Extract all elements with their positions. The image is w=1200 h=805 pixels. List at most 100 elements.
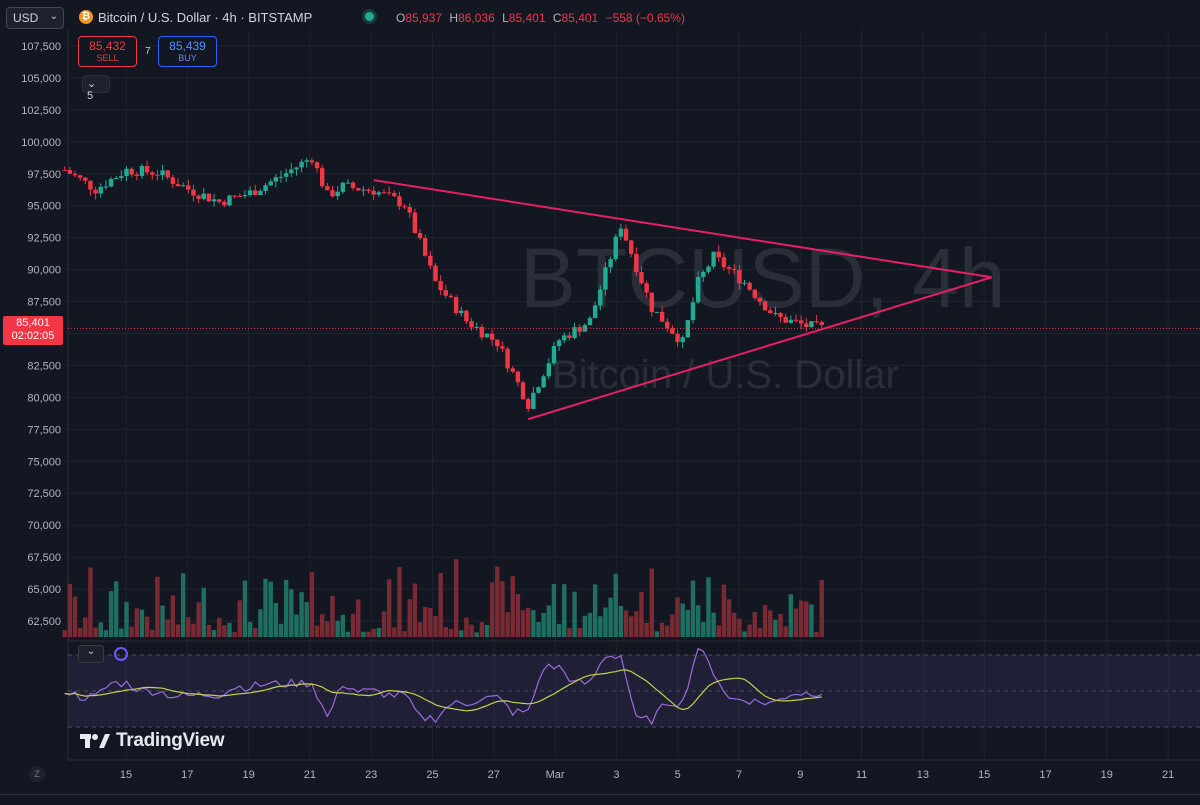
- ohlc-close-value: 85,401: [561, 11, 599, 25]
- watermark-ticker: BTCUSD, 4h: [520, 231, 1005, 325]
- bottom-toolbar: [0, 794, 1200, 805]
- x-tick-label: 19: [242, 769, 254, 781]
- volume-bar: [500, 581, 505, 637]
- candle-body: [423, 238, 428, 256]
- volume-bar: [520, 610, 526, 637]
- x-tick-label: 15: [978, 769, 990, 781]
- candle-body: [361, 189, 366, 191]
- volume-bar: [732, 612, 737, 637]
- candle-body: [386, 192, 392, 194]
- volume-bar: [309, 572, 315, 637]
- volume-bar: [675, 597, 680, 637]
- volume-bar: [809, 604, 814, 637]
- tradingview-mark-icon: [80, 734, 110, 748]
- volume-bar: [428, 608, 433, 637]
- x-tick-label: Mar: [546, 769, 565, 781]
- ohlc-high-value: 86,036: [458, 11, 495, 25]
- candle-body: [402, 206, 407, 208]
- candle-body: [701, 271, 706, 278]
- volume-bar: [72, 596, 78, 637]
- volume-bar: [278, 623, 284, 637]
- candle-body: [345, 182, 351, 184]
- y-tick-label: 102,500: [21, 105, 61, 117]
- ohlc-high-key: H: [449, 11, 459, 25]
- candle-body: [93, 189, 98, 194]
- volume-bar: [752, 612, 757, 637]
- y-tick-label: 100,000: [21, 137, 61, 149]
- candle-body: [392, 192, 397, 197]
- candle-body: [247, 190, 253, 195]
- y-tick-label: 70,000: [27, 520, 61, 532]
- candle-body: [577, 327, 582, 332]
- candle-body: [737, 270, 742, 284]
- candle-body: [500, 346, 505, 349]
- symbol-title[interactable]: Bitcoin / U.S. Dollar · 4h · BITSTAMP: [98, 10, 313, 25]
- candle-body: [732, 268, 737, 271]
- buy-button[interactable]: 85,439 BUY: [158, 36, 217, 67]
- candle-body: [443, 290, 448, 296]
- candle-body: [541, 376, 546, 388]
- ohlc-low-key: L: [502, 11, 509, 25]
- volume-bar: [711, 612, 716, 637]
- candle-body: [618, 228, 624, 237]
- volume-bar: [701, 622, 706, 637]
- volume-bar: [237, 600, 242, 637]
- candle-body: [77, 175, 83, 178]
- candle-body: [644, 283, 649, 293]
- volume-bar: [386, 579, 392, 637]
- indicators-toggle-button[interactable]: ⌄ 5: [82, 75, 110, 102]
- candle-body: [484, 333, 490, 338]
- ohlc-change: −558 (−0.65%): [605, 11, 685, 25]
- volume-bar: [737, 618, 742, 637]
- candle-body: [196, 195, 201, 199]
- x-tick-label: 21: [304, 769, 316, 781]
- volume-bar: [587, 612, 593, 637]
- x-tick-label: 3: [613, 769, 619, 781]
- volume-bar: [706, 577, 711, 637]
- candle-body: [453, 297, 459, 314]
- candle-body: [778, 312, 783, 317]
- y-tick-label: 72,500: [27, 488, 61, 500]
- triangle-trendline-1: [373, 179, 992, 279]
- volume-bar: [366, 631, 371, 637]
- candle-body: [685, 320, 691, 338]
- volume-bar: [541, 612, 546, 637]
- candle-body: [150, 172, 155, 175]
- volume-bar: [448, 628, 454, 637]
- y-tick-label: 92,500: [27, 233, 61, 245]
- y-tick-label: 65,000: [27, 584, 61, 596]
- candle-body: [469, 321, 474, 328]
- market-status-icon[interactable]: [365, 12, 374, 21]
- volume-bar: [417, 622, 423, 637]
- volume-bar: [459, 630, 464, 637]
- rsi-collapse-button[interactable]: ⌄: [78, 645, 104, 663]
- sell-price: 85,432: [89, 39, 126, 53]
- volume-bar: [412, 583, 418, 637]
- candle-body: [639, 272, 644, 284]
- sell-button[interactable]: 85,432 SELL: [78, 36, 137, 67]
- y-tick-label: 67,500: [27, 552, 61, 564]
- candle-body: [201, 193, 206, 199]
- volume-bar: [335, 620, 340, 637]
- volume-bar: [804, 601, 809, 637]
- candle-body: [175, 184, 181, 187]
- volume-bar: [62, 630, 67, 637]
- candle-body: [783, 316, 788, 323]
- candle-body: [572, 327, 577, 339]
- volume-bar: [201, 587, 206, 637]
- zoom-reset-button[interactable]: Z: [29, 766, 45, 782]
- currency-select[interactable]: USD ⌄: [6, 7, 64, 29]
- volume-bar: [654, 631, 660, 637]
- volume-bar: [649, 568, 654, 637]
- volume-bar: [83, 617, 88, 637]
- ohlc-low-value: 85,401: [508, 11, 546, 25]
- candle-body: [98, 186, 103, 194]
- candle-body: [191, 189, 196, 196]
- volume-bar: [67, 583, 73, 637]
- tradingview-logo[interactable]: TradingView: [80, 730, 225, 752]
- candle-body: [665, 321, 670, 329]
- volume-bar: [814, 631, 819, 637]
- candle-body: [613, 236, 618, 260]
